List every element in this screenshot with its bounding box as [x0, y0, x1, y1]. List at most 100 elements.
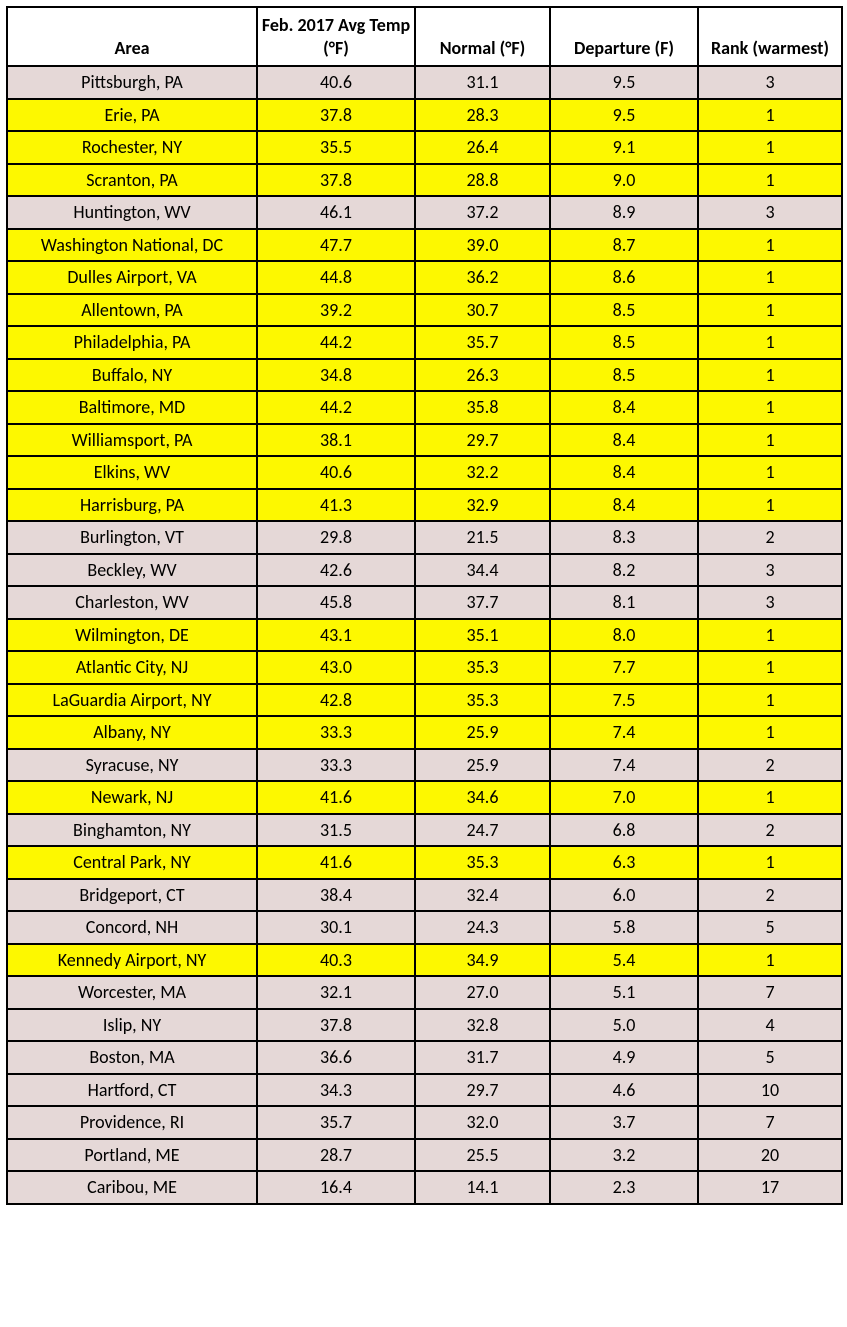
cell-departure: 6.3 [550, 846, 698, 879]
cell-area: Islip, NY [7, 1009, 257, 1042]
cell-departure: 8.4 [550, 424, 698, 457]
cell-avg: 46.1 [257, 196, 415, 229]
cell-rank: 1 [698, 684, 842, 717]
cell-rank: 1 [698, 261, 842, 294]
cell-normal: 14.1 [415, 1171, 550, 1204]
cell-avg: 40.3 [257, 944, 415, 977]
cell-area: Concord, NH [7, 911, 257, 944]
cell-avg: 42.6 [257, 554, 415, 587]
cell-normal: 29.7 [415, 1074, 550, 1107]
cell-area: Williamsport, PA [7, 424, 257, 457]
table-row: Erie, PA37.828.39.51 [7, 99, 842, 132]
cell-avg: 35.5 [257, 131, 415, 164]
cell-rank: 1 [698, 131, 842, 164]
cell-rank: 3 [698, 66, 842, 99]
table-row: Scranton, PA37.828.89.01 [7, 164, 842, 197]
cell-departure: 9.0 [550, 164, 698, 197]
cell-area: Harrisburg, PA [7, 489, 257, 522]
cell-normal: 32.8 [415, 1009, 550, 1042]
cell-departure: 6.8 [550, 814, 698, 847]
cell-area: Portland, ME [7, 1139, 257, 1172]
cell-departure: 7.7 [550, 651, 698, 684]
cell-rank: 1 [698, 359, 842, 392]
cell-avg: 38.1 [257, 424, 415, 457]
cell-rank: 5 [698, 911, 842, 944]
cell-departure: 8.5 [550, 294, 698, 327]
cell-normal: 35.7 [415, 326, 550, 359]
cell-avg: 35.7 [257, 1106, 415, 1139]
cell-departure: 4.6 [550, 1074, 698, 1107]
cell-normal: 35.3 [415, 846, 550, 879]
cell-normal: 34.4 [415, 554, 550, 587]
cell-area: Syracuse, NY [7, 749, 257, 782]
cell-avg: 30.1 [257, 911, 415, 944]
table-row: Beckley, WV42.634.48.23 [7, 554, 842, 587]
cell-rank: 10 [698, 1074, 842, 1107]
cell-rank: 1 [698, 164, 842, 197]
table-row: LaGuardia Airport, NY42.835.37.51 [7, 684, 842, 717]
cell-avg: 31.5 [257, 814, 415, 847]
cell-departure: 7.5 [550, 684, 698, 717]
cell-normal: 29.7 [415, 424, 550, 457]
cell-rank: 1 [698, 619, 842, 652]
table-row: Huntington, WV46.137.28.93 [7, 196, 842, 229]
header-area: Area [7, 7, 257, 66]
cell-area: Burlington, VT [7, 521, 257, 554]
cell-avg: 36.6 [257, 1041, 415, 1074]
cell-rank: 2 [698, 521, 842, 554]
cell-area: Kennedy Airport, NY [7, 944, 257, 977]
cell-area: Rochester, NY [7, 131, 257, 164]
cell-area: Caribou, ME [7, 1171, 257, 1204]
cell-rank: 1 [698, 391, 842, 424]
table-row: Syracuse, NY33.325.97.42 [7, 749, 842, 782]
cell-avg: 45.8 [257, 586, 415, 619]
cell-area: Central Park, NY [7, 846, 257, 879]
table-row: Buffalo, NY34.826.38.51 [7, 359, 842, 392]
cell-avg: 44.2 [257, 391, 415, 424]
cell-normal: 35.3 [415, 684, 550, 717]
cell-avg: 34.3 [257, 1074, 415, 1107]
cell-departure: 2.3 [550, 1171, 698, 1204]
cell-area: Wilmington, DE [7, 619, 257, 652]
cell-normal: 35.3 [415, 651, 550, 684]
cell-normal: 32.4 [415, 879, 550, 912]
cell-normal: 32.0 [415, 1106, 550, 1139]
cell-area: Atlantic City, NJ [7, 651, 257, 684]
cell-normal: 32.9 [415, 489, 550, 522]
cell-normal: 25.9 [415, 716, 550, 749]
cell-rank: 7 [698, 1106, 842, 1139]
table-row: Elkins, WV40.632.28.41 [7, 456, 842, 489]
cell-area: Philadelphia, PA [7, 326, 257, 359]
cell-normal: 25.9 [415, 749, 550, 782]
cell-normal: 31.1 [415, 66, 550, 99]
cell-normal: 28.8 [415, 164, 550, 197]
cell-avg: 40.6 [257, 66, 415, 99]
cell-avg: 37.8 [257, 1009, 415, 1042]
cell-departure: 8.9 [550, 196, 698, 229]
table-row: Albany, NY33.325.97.41 [7, 716, 842, 749]
cell-normal: 31.7 [415, 1041, 550, 1074]
cell-area: Boston, MA [7, 1041, 257, 1074]
header-row: Area Feb. 2017 Avg Temp (°F) Normal (°F)… [7, 7, 842, 66]
cell-avg: 37.8 [257, 164, 415, 197]
cell-rank: 1 [698, 326, 842, 359]
cell-area: Worcester, MA [7, 976, 257, 1009]
cell-area: Binghamton, NY [7, 814, 257, 847]
cell-area: Huntington, WV [7, 196, 257, 229]
table-row: Boston, MA36.631.74.95 [7, 1041, 842, 1074]
cell-area: Beckley, WV [7, 554, 257, 587]
table-row: Islip, NY37.832.85.04 [7, 1009, 842, 1042]
cell-departure: 8.6 [550, 261, 698, 294]
cell-rank: 3 [698, 586, 842, 619]
cell-departure: 9.1 [550, 131, 698, 164]
cell-rank: 1 [698, 489, 842, 522]
cell-avg: 47.7 [257, 229, 415, 262]
table-row: Wilmington, DE43.135.18.01 [7, 619, 842, 652]
cell-rank: 1 [698, 456, 842, 489]
cell-rank: 1 [698, 781, 842, 814]
cell-avg: 44.8 [257, 261, 415, 294]
table-row: Binghamton, NY31.524.76.82 [7, 814, 842, 847]
table-row: Kennedy Airport, NY40.334.95.41 [7, 944, 842, 977]
table-row: Providence, RI35.732.03.77 [7, 1106, 842, 1139]
cell-rank: 20 [698, 1139, 842, 1172]
